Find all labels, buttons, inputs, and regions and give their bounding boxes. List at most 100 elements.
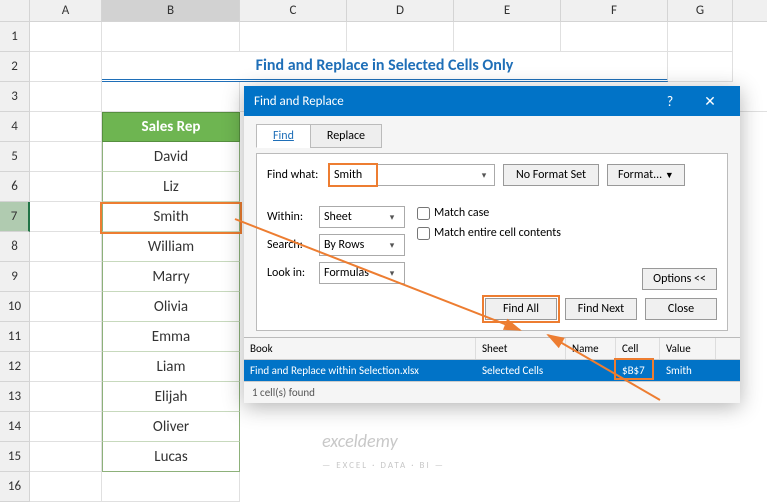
checkbox-icon[interactable] (417, 207, 430, 220)
page-title: Find and Replace in Selected Cells Only (102, 52, 668, 82)
search-select[interactable]: By Rows▾ (319, 234, 405, 256)
match-entire-label: Match entire cell contents (434, 226, 561, 240)
chevron-down-icon: ▼ (665, 170, 674, 181)
row-header[interactable]: 5 (0, 142, 30, 172)
dialog-tabs: Find Replace (256, 124, 728, 148)
cell[interactable] (30, 232, 102, 262)
cell[interactable] (668, 52, 733, 82)
row-header[interactable]: 4 (0, 112, 30, 142)
cell[interactable] (30, 412, 102, 442)
checkbox-icon[interactable] (417, 227, 430, 240)
match-case-checkbox[interactable]: Match case (417, 206, 561, 220)
row-header[interactable]: 9 (0, 262, 30, 292)
spreadsheet-grid: A B C D E F G 1 2 3 4 5 6 7 8 9 10 11 12… (0, 0, 767, 22)
results-col-name[interactable]: Name (566, 338, 616, 359)
results-col-value[interactable]: Value (660, 338, 716, 359)
close-icon[interactable]: ✕ (690, 93, 730, 110)
within-value: Sheet (324, 210, 384, 224)
row-header[interactable]: 3 (0, 82, 30, 112)
find-next-button[interactable]: Find Next (565, 298, 637, 320)
col-header-c[interactable]: C (240, 0, 347, 21)
results-col-book[interactable]: Book (244, 338, 476, 359)
cell[interactable] (30, 382, 102, 412)
table-row[interactable]: Oliver (102, 412, 240, 442)
match-entire-checkbox[interactable]: Match entire cell contents (417, 226, 561, 240)
cell[interactable] (102, 82, 240, 112)
table-row[interactable]: Liam (102, 352, 240, 382)
row-header-active[interactable]: 7 (0, 202, 30, 232)
row-header[interactable]: 6 (0, 172, 30, 202)
cell[interactable] (240, 22, 347, 52)
row-header[interactable]: 13 (0, 382, 30, 412)
cell[interactable] (30, 472, 102, 502)
table-row[interactable]: Elijah (102, 382, 240, 412)
cell[interactable] (30, 292, 102, 322)
results-col-sheet[interactable]: Sheet (476, 338, 566, 359)
result-name (566, 360, 616, 381)
table-row[interactable]: Olivia (102, 292, 240, 322)
within-select[interactable]: Sheet▾ (319, 206, 405, 228)
cell[interactable] (30, 52, 102, 82)
watermark-sub: — EXCEL · DATA · BI — (322, 460, 445, 471)
cell[interactable] (30, 442, 102, 472)
chevron-down-icon: ▾ (384, 240, 400, 251)
cell[interactable] (30, 202, 102, 232)
result-sheet: Selected Cells (476, 360, 566, 381)
table-row[interactable]: Emma (102, 322, 240, 352)
row-header[interactable]: 8 (0, 232, 30, 262)
row-header[interactable]: 10 (0, 292, 30, 322)
tab-find[interactable]: Find (256, 124, 311, 148)
col-header-d[interactable]: D (347, 0, 454, 21)
options-button[interactable]: Options << (642, 268, 717, 290)
cell[interactable] (30, 322, 102, 352)
chevron-down-icon[interactable]: ▾ (476, 170, 492, 181)
col-header-e[interactable]: E (454, 0, 561, 21)
tab-replace[interactable]: Replace (310, 124, 382, 148)
row-header[interactable]: 16 (0, 472, 30, 502)
lookin-select[interactable]: Formulas▾ (319, 262, 405, 284)
table-row[interactable]: Smith (102, 202, 240, 232)
results-row[interactable]: Find and Replace within Selection.xlsx S… (244, 360, 740, 381)
cell[interactable] (561, 22, 668, 52)
table-row[interactable]: Marry (102, 262, 240, 292)
select-all-corner[interactable] (0, 0, 30, 21)
cell[interactable] (30, 352, 102, 382)
row-header[interactable]: 14 (0, 412, 30, 442)
row-header[interactable]: 15 (0, 442, 30, 472)
row-header[interactable]: 12 (0, 352, 30, 382)
row-header[interactable]: 1 (0, 22, 30, 52)
table-row[interactable]: Liz (102, 172, 240, 202)
cell[interactable] (30, 142, 102, 172)
result-cell: $B$7 (616, 360, 660, 381)
find-all-button[interactable]: Find All (485, 298, 557, 320)
row-header[interactable]: 11 (0, 322, 30, 352)
cell[interactable] (30, 112, 102, 142)
col-header-a[interactable]: A (30, 0, 102, 21)
format-button-label: Format... (618, 168, 662, 182)
results-col-cell[interactable]: Cell (616, 338, 660, 359)
col-header-b[interactable]: B (102, 0, 240, 21)
help-icon[interactable]: ? (650, 93, 690, 110)
close-button[interactable]: Close (645, 298, 717, 320)
cell[interactable] (668, 22, 733, 52)
cell[interactable] (30, 262, 102, 292)
col-header-f[interactable]: F (561, 0, 668, 21)
find-what-input[interactable]: Smith ▾ (329, 164, 495, 186)
row-header[interactable]: 2 (0, 52, 30, 82)
cell[interactable] (102, 22, 240, 52)
cell[interactable] (30, 172, 102, 202)
table-row[interactable]: Lucas (102, 442, 240, 472)
row-headers: 1 2 3 4 5 6 7 8 9 10 11 12 13 14 15 16 (0, 22, 30, 502)
format-button[interactable]: Format... ▼ (607, 164, 685, 186)
lookin-value: Formulas (324, 266, 384, 280)
cell[interactable] (454, 22, 561, 52)
table-row[interactable]: William (102, 232, 240, 262)
find-what-value: Smith (334, 168, 362, 182)
cell[interactable] (30, 82, 102, 112)
cell[interactable] (347, 22, 454, 52)
dialog-titlebar[interactable]: Find and Replace ? ✕ (244, 86, 740, 116)
cell[interactable] (30, 22, 102, 52)
col-header-g[interactable]: G (668, 0, 733, 21)
table-row[interactable]: David (102, 142, 240, 172)
cell[interactable] (102, 472, 240, 502)
